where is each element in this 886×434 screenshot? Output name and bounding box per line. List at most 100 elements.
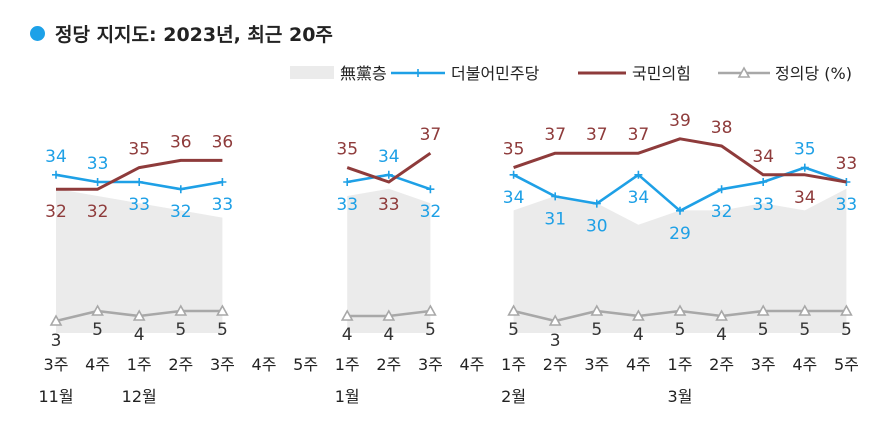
justice-label: 3 [51, 331, 62, 351]
democratic-point [676, 206, 684, 215]
x-tick-label: 1주 [668, 355, 693, 374]
justice-point [632, 309, 645, 321]
x-tick-label: 2주 [168, 355, 193, 374]
democratic-point [509, 170, 518, 179]
democratic-point [135, 178, 144, 186]
justice-label: 4 [633, 325, 644, 345]
democratic-point [759, 178, 768, 186]
ppp-label: 37 [586, 125, 608, 145]
justice-label: 5 [841, 320, 852, 340]
democratic-point [634, 170, 643, 179]
justice-point [49, 314, 63, 326]
ppp-label: 32 [45, 202, 67, 222]
x-tick-label: 2주 [709, 355, 734, 374]
ppp-label: 37 [628, 125, 650, 145]
legend-label: 정의당 (%) [775, 64, 852, 83]
independent-area-1 [347, 188, 431, 333]
x-tick-label: 5주 [834, 355, 859, 374]
ppp-label: 34 [794, 188, 816, 208]
democratic-label: 32 [711, 202, 733, 222]
justice-point [382, 309, 396, 321]
chart-title: 정당 지지도: 2023년, 최근 20주 [55, 24, 333, 46]
justice-label: 5 [92, 320, 103, 340]
justice-label: 5 [799, 320, 810, 340]
democratic-point [426, 185, 435, 194]
democratic-label: 34 [45, 147, 67, 167]
democratic-label: 33 [87, 154, 109, 174]
justice-point [590, 304, 604, 316]
democratic-label: 29 [669, 224, 691, 244]
democratic-point [717, 185, 726, 194]
justice-point [756, 304, 770, 316]
ppp-line-0 [56, 158, 223, 191]
ppp-label: 37 [544, 125, 566, 145]
justice-point [840, 304, 853, 316]
legend: 無黨층 더불어민주당 국민의힘 정의당 (%) [290, 64, 852, 83]
justice-label: 5 [591, 320, 602, 340]
justice-point [507, 304, 520, 316]
x-tick-label: 3주 [584, 355, 609, 374]
legend-label: 無黨층 [340, 64, 387, 83]
ppp-label: 34 [752, 147, 774, 167]
democratic-label: 33 [752, 195, 774, 215]
justice-label: 3 [550, 331, 561, 351]
justice-label: 4 [383, 325, 394, 345]
justice-point [340, 309, 354, 321]
democratic-label: 34 [378, 147, 400, 167]
democratic-point [218, 178, 227, 186]
ppp-label: 35 [336, 140, 358, 160]
democratic-label: 34 [628, 188, 650, 208]
democratic-point [52, 170, 60, 179]
x-tick-label: 3주 [210, 355, 235, 374]
legend-label: 더불어민주당 [451, 64, 540, 83]
justice-label: 4 [134, 325, 145, 345]
month-label: 11월 [38, 387, 73, 406]
democratic-point [93, 178, 102, 186]
area-layer [56, 188, 847, 333]
justice-label: 5 [175, 320, 186, 340]
title-block: 정당 지지도: 2023년, 최근 20주 [30, 20, 333, 47]
ppp-line-1 [346, 151, 432, 184]
ppp-label: 37 [420, 125, 442, 145]
x-tick-label: 5주 [293, 355, 318, 374]
ppp-label: 33 [836, 154, 858, 174]
democratic-label: 33 [836, 195, 858, 215]
ppp-label: 39 [669, 111, 691, 131]
legend-marker-justice [737, 66, 751, 78]
democratic-label: 33 [336, 195, 358, 215]
democratic-point [384, 170, 393, 179]
month-label: 2월 [501, 387, 526, 406]
legend-swatch-independent [290, 66, 334, 79]
legend-label: 국민의힘 [632, 64, 691, 83]
x-tick-label: 4주 [792, 355, 817, 374]
x-tick-label: 4주 [85, 355, 110, 374]
justice-label: 4 [716, 325, 727, 345]
ppp-label: 38 [711, 118, 733, 138]
month-label: 12월 [122, 387, 157, 406]
democratic-label: 33 [128, 195, 150, 215]
x-tick-label: 3주 [418, 355, 443, 374]
legend-marker-democratic [414, 69, 422, 77]
democratic-label: 35 [794, 140, 816, 160]
justice-point [424, 304, 437, 316]
justice-point [548, 314, 562, 326]
democratic-label: 30 [586, 217, 608, 237]
title-bullet-icon [30, 26, 45, 41]
democratic-label: 31 [544, 209, 566, 229]
justice-label: 4 [342, 325, 353, 345]
ppp-label: 35 [503, 140, 525, 160]
democratic-label: 33 [212, 195, 234, 215]
democratic-point [551, 192, 560, 201]
justice-point [174, 304, 188, 316]
axis-layer: 3주 4주 1주 2주 3주 4주 5주 1주 2주 3주 4주 1주 2주 3주 4주 1주 2주 3주 4주 5주… [38, 355, 858, 406]
x-tick-label: 3주 [44, 355, 69, 374]
x-tick-label: 4주 [460, 355, 485, 374]
justice-point [216, 304, 229, 316]
ppp-label: 32 [87, 202, 109, 222]
democratic-label: 34 [503, 188, 525, 208]
x-tick-label: 1주 [335, 355, 360, 374]
justice-label: 5 [675, 320, 686, 340]
justice-label: 5 [508, 320, 519, 340]
